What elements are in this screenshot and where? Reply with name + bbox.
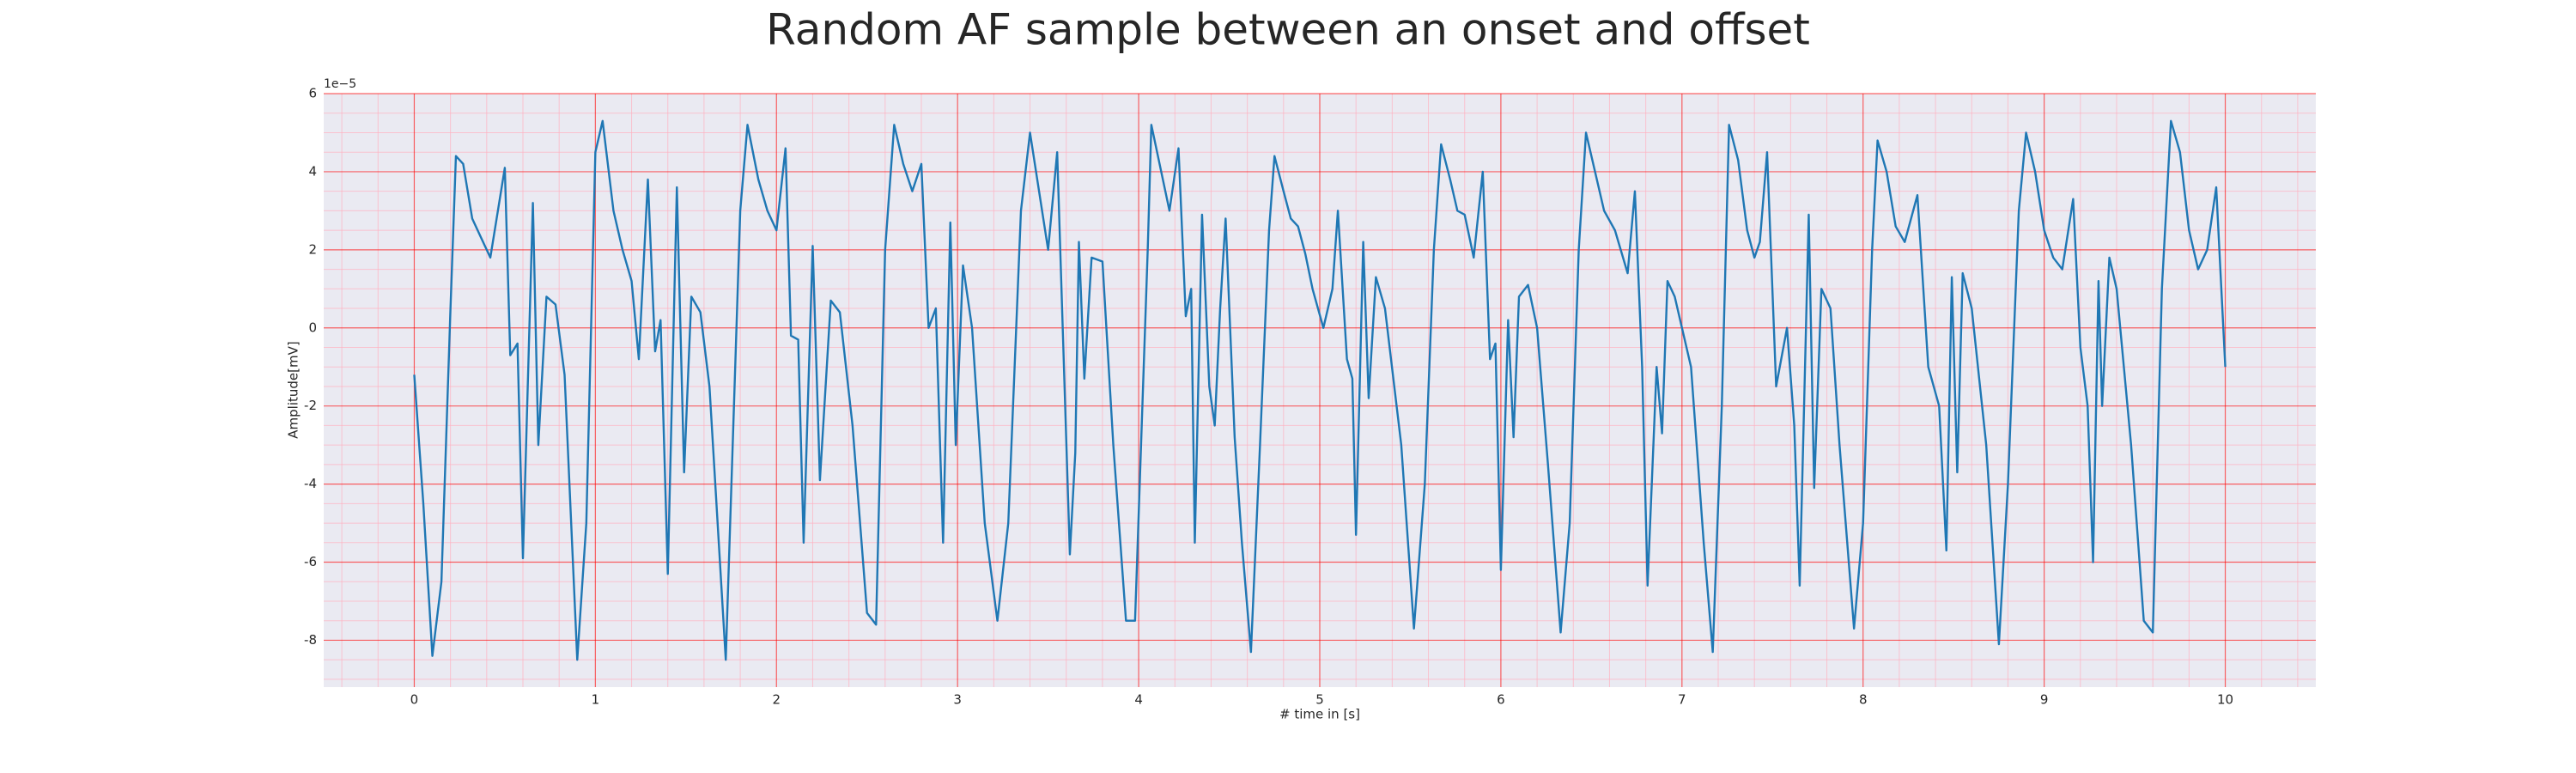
x-tick-label: 0 <box>410 692 419 708</box>
y-tick-label: -8 <box>304 632 317 648</box>
y-tick-label: 0 <box>308 320 317 335</box>
y-tick-label: 6 <box>308 86 317 101</box>
y-tick-label: -2 <box>304 398 317 413</box>
x-tick-label: 10 <box>2217 692 2233 708</box>
x-tick-label: 2 <box>772 692 781 708</box>
x-tick-label: 4 <box>1134 692 1143 708</box>
data-line <box>413 119 2227 661</box>
x-tick-label: 8 <box>1859 692 1868 708</box>
y-tick-label: -6 <box>304 554 317 569</box>
x-tick-label: 9 <box>2040 692 2049 708</box>
x-axis-label: # time in [s] <box>1279 707 1360 722</box>
y-offset-label: 1e−5 <box>324 77 356 91</box>
x-tick-label: 3 <box>953 692 962 708</box>
x-tick-label: 6 <box>1497 692 1505 708</box>
y-tick-label: -4 <box>304 476 317 491</box>
x-tick-label: 7 <box>1678 692 1686 708</box>
chart-title: Random AF sample between an onset and of… <box>766 5 1810 55</box>
y-tick-label: 4 <box>308 163 317 179</box>
x-tick-label: 5 <box>1315 692 1324 708</box>
y-axis-label: Amplitude[mV] <box>286 341 301 438</box>
x-tick-label: 1 <box>592 692 600 708</box>
y-tick-label: 2 <box>308 241 317 257</box>
